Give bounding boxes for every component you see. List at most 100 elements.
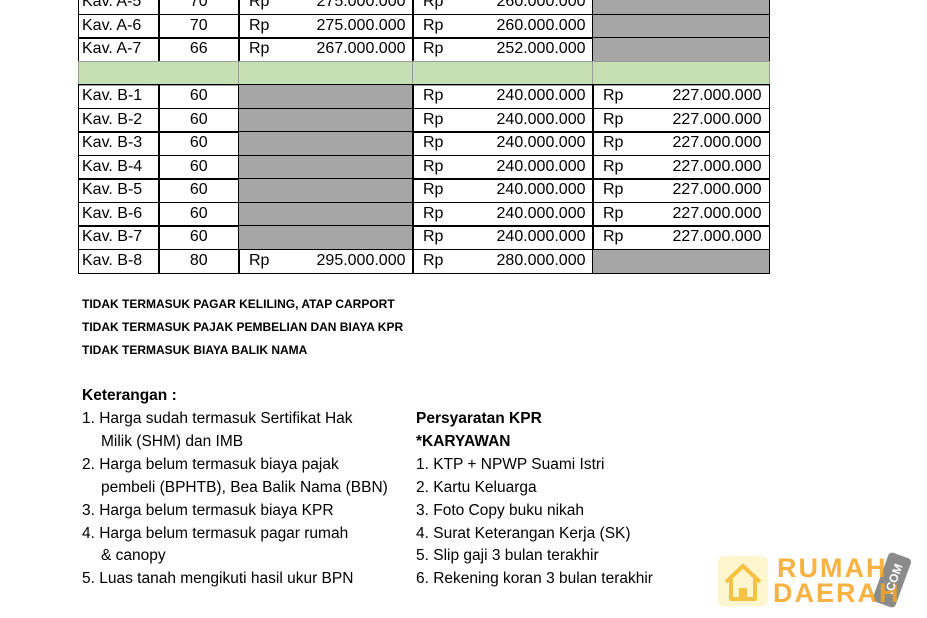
currency: Rp: [603, 228, 624, 245]
logo-text: RUMAH: [777, 553, 888, 583]
logo-text: DAERAH: [773, 578, 901, 608]
persyaratan-item: 6. Rekening koran 3 bulan terakhir: [416, 570, 653, 588]
currency: Rp: [423, 204, 444, 222]
note: TIDAK TERMASUK BIAYA BALIK NAMA: [82, 343, 308, 357]
row-name: Kav. B-2: [82, 110, 143, 128]
size-cell: 60: [158, 178, 240, 203]
name-cell: Kav. A-5: [78, 0, 160, 15]
currency: Rp: [603, 134, 624, 151]
size-cell: 70: [158, 13, 240, 39]
currency: Rp: [249, 16, 270, 34]
currency: Rp: [423, 0, 444, 10]
name-cell: Kav. B-5: [78, 178, 160, 203]
row-size: 60: [189, 87, 208, 104]
empty-cell: [238, 154, 414, 180]
persyaratan-item: 4. Surat Keterangan Kerja (SK): [416, 524, 631, 542]
currency: Rp: [423, 251, 444, 269]
row-name: Kav. A-6: [82, 16, 142, 34]
persyaratan-item: 3. Foto Copy buku nikah: [416, 501, 585, 519]
amount: 280.000.000: [496, 251, 586, 269]
size-cell: 60: [158, 225, 240, 250]
currency: Rp: [603, 204, 624, 222]
row-name: Kav. B-7: [82, 228, 143, 245]
row-name: Kav. B-3: [82, 134, 143, 151]
empty-cell: [238, 131, 414, 156]
row-size: 60: [189, 110, 208, 128]
keterangan-item: 4. Harga belum termasuk pagar rumah: [82, 524, 349, 542]
amount: 240.000.000: [496, 181, 586, 198]
price-cell: Rp 295.000.000: [238, 248, 414, 274]
note: TIDAK TERMASUK PAGAR KELILING, ATAP CARP…: [82, 297, 395, 311]
currency: Rp: [423, 157, 444, 175]
row-name: Kav. B-5: [82, 181, 143, 198]
price-cell: Rp 227.000.000: [592, 225, 770, 250]
amount: 240.000.000: [496, 110, 586, 128]
amount: 240.000.000: [496, 134, 586, 151]
amount: 275.000.000: [316, 0, 406, 10]
name-cell: Kav. B-1: [78, 84, 160, 109]
row-size: 66: [189, 40, 208, 57]
empty-cell: [238, 201, 414, 227]
row-name: Kav. B-1: [82, 87, 143, 104]
name-cell: Kav. B-4: [78, 154, 160, 180]
keterangan-item: 1. Harga sudah termasuk Sertifikat Hak: [82, 410, 353, 427]
empty-cell: [592, 248, 770, 274]
row-size: 60: [189, 134, 208, 151]
name-cell: Kav. B-3: [78, 131, 160, 156]
currency: Rp: [423, 40, 444, 57]
empty-cell: [592, 37, 770, 62]
size-cell: 70: [158, 0, 240, 15]
price-cell: Rp 240.000.000: [412, 201, 594, 227]
keterangan-item: pembeli (BPHTB), Bea Balik Nama (BBN): [101, 478, 388, 496]
name-cell: Kav. A-7: [78, 37, 160, 62]
price-cell: Rp 227.000.000: [592, 178, 770, 203]
row-name: Kav. B-8: [82, 251, 143, 269]
price-cell: Rp 240.000.000: [412, 178, 594, 203]
price-cell: Rp 227.000.000: [592, 107, 770, 133]
price-cell: Rp 252.000.000: [412, 37, 594, 62]
size-cell: 60: [158, 84, 240, 109]
size-cell: 80: [158, 248, 240, 274]
row-size: 60: [189, 157, 208, 175]
name-cell: Kav. A-6: [78, 13, 160, 39]
row-size: 60: [189, 228, 208, 245]
currency: Rp: [423, 181, 444, 198]
currency: Rp: [423, 87, 444, 104]
row-size: 70: [189, 16, 208, 34]
keterangan-item: 2. Harga belum termasuk biaya pajak: [82, 455, 339, 473]
amount: 240.000.000: [496, 157, 586, 175]
currency: Rp: [423, 228, 444, 245]
row-name: Kav. A-7: [82, 40, 142, 57]
price-cell: Rp 227.000.000: [592, 154, 770, 180]
note: TIDAK TERMASUK PAJAK PEMBELIAN DAN BIAYA…: [82, 320, 404, 334]
amount: 295.000.000: [316, 251, 406, 269]
amount: 240.000.000: [496, 228, 586, 245]
name-cell: Kav. B-6: [78, 201, 160, 227]
price-cell: Rp 275.000.000: [238, 0, 414, 15]
row-size: 60: [189, 204, 208, 222]
size-cell: 60: [158, 201, 240, 227]
amount: 227.000.000: [672, 110, 762, 128]
price-cell: Rp 240.000.000: [412, 225, 594, 250]
price-cell: Rp 227.000.000: [592, 131, 770, 156]
currency: Rp: [603, 110, 624, 128]
price-cell: Rp 275.000.000: [238, 13, 414, 39]
keterangan-title: Keterangan :: [82, 387, 177, 404]
amount: 260.000.000: [496, 16, 586, 34]
price-cell: Rp 227.000.000: [592, 84, 770, 109]
row-name: Kav. B-4: [82, 157, 143, 175]
empty-cell: [238, 178, 414, 203]
amount: 227.000.000: [672, 134, 762, 151]
price-cell: Rp 240.000.000: [412, 154, 594, 180]
separator-cell: [238, 60, 414, 86]
amount: 252.000.000: [496, 40, 586, 57]
keterangan-item: 5. Luas tanah mengikuti hasil ukur BPN: [82, 570, 354, 588]
amount: 260.000.000: [496, 0, 586, 10]
currency: Rp: [603, 157, 624, 175]
logo-art: [718, 552, 912, 608]
persyaratan-item: 2. Kartu Keluarga: [416, 478, 537, 496]
amount: 267.000.000: [316, 40, 406, 57]
separator-cell: [592, 60, 770, 86]
row-size: 70: [189, 0, 208, 10]
